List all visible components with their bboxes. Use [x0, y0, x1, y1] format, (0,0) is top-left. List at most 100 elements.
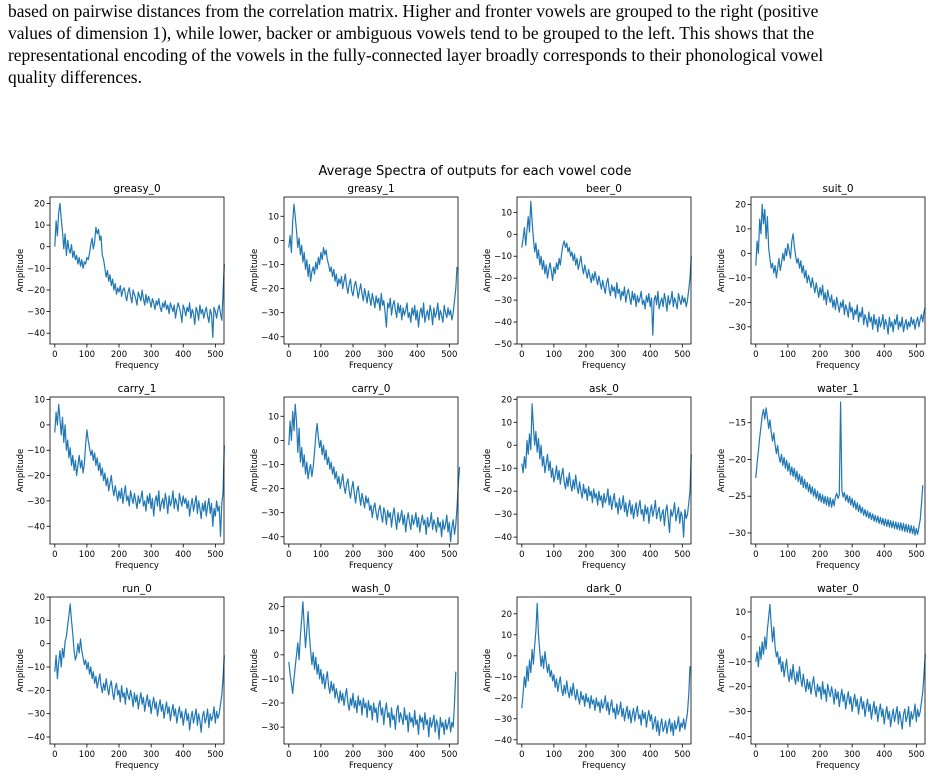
- x-tick-label: 0: [52, 550, 57, 560]
- x-axis-label: Frequency: [816, 361, 860, 371]
- subplot-greasy_0: greasy_0 0 100 200 300 400 500 −40 −30 −20 −10 0 10 2…: [16, 183, 225, 371]
- spectrum-line: [755, 603, 926, 730]
- x-axis-label: Frequency: [582, 761, 626, 771]
- y-tick-label: −10: [27, 663, 45, 673]
- y-tick-label: 0: [40, 243, 45, 253]
- subplot-title: greasy_0: [113, 183, 160, 195]
- y-tick-label: −30: [494, 296, 512, 306]
- paper-text-line-1: based on pairwise distances from the cor…: [8, 1, 819, 21]
- subplot-title: beer_0: [586, 183, 622, 195]
- x-tick-label: 400: [642, 750, 658, 760]
- x-tick-label: 0: [52, 350, 57, 360]
- subplot-water_0: water_0 0 100 200 300 400 500 −40 −30 −20 −10 0 10 Fr…: [717, 583, 926, 771]
- y-tick-label: −30: [27, 497, 45, 507]
- y-tick-label: 10: [268, 412, 279, 422]
- y-tick-label: −40: [728, 733, 746, 743]
- y-tick-label: −20: [494, 694, 512, 704]
- figure-title: Average Spectra of outputs for each vowe…: [318, 164, 631, 179]
- subplot-title: carry_0: [352, 383, 391, 395]
- spectrum-line: [54, 404, 225, 537]
- x-tick-label: 100: [313, 350, 329, 360]
- y-tick-label: −10: [728, 658, 746, 668]
- x-tick-label: 0: [286, 550, 291, 560]
- x-tick-label: 200: [578, 550, 594, 560]
- y-tick-label: −20: [494, 487, 512, 497]
- axes-frame: [516, 596, 692, 745]
- x-tick-label: 300: [143, 550, 159, 560]
- subplot-title: water_1: [817, 383, 859, 395]
- subplot-title: wash_0: [351, 583, 390, 595]
- y-axis-label: Amplitude: [250, 449, 260, 493]
- x-tick-label: 300: [844, 750, 860, 760]
- paper-body-text: based on pairwise distances from the cor…: [8, 0, 943, 88]
- y-tick-label: 10: [501, 631, 512, 641]
- spectrum-line: [54, 603, 225, 733]
- y-axis-label: Amplitude: [16, 649, 26, 693]
- y-tick-label: 0: [507, 652, 512, 662]
- x-tick-label: 200: [578, 350, 594, 360]
- spectrum-line: [755, 401, 924, 536]
- x-tick-label: 300: [377, 550, 393, 560]
- y-tick-label: −30: [261, 309, 279, 319]
- y-tick-label: −20: [494, 274, 512, 284]
- x-axis-label: Frequency: [349, 761, 393, 771]
- x-tick-label: 200: [345, 550, 361, 560]
- x-tick-label: 200: [812, 550, 828, 560]
- x-tick-label: 500: [908, 750, 924, 760]
- y-tick-label: −30: [261, 509, 279, 519]
- x-axis-label: Frequency: [349, 561, 393, 571]
- x-tick-label: 100: [780, 750, 796, 760]
- y-tick-label: −20: [261, 699, 279, 709]
- subplot-title: dark_0: [586, 583, 621, 595]
- y-tick-label: 0: [40, 640, 45, 650]
- y-tick-label: −30: [27, 710, 45, 720]
- subplot-title: greasy_1: [347, 183, 394, 195]
- y-tick-label: −20: [261, 285, 279, 295]
- y-tick-label: 0: [507, 441, 512, 451]
- x-tick-label: 300: [610, 750, 626, 760]
- y-tick-label: −20: [728, 455, 746, 465]
- x-tick-label: 500: [207, 550, 223, 560]
- x-tick-label: 500: [674, 750, 690, 760]
- y-tick-label: −30: [728, 323, 746, 333]
- x-tick-label: 500: [207, 350, 223, 360]
- y-tick-label: −20: [261, 485, 279, 495]
- y-tick-label: −30: [728, 529, 746, 539]
- axes-frame: [750, 196, 926, 345]
- y-tick-label: −10: [27, 446, 45, 456]
- axes-frame: [516, 196, 692, 345]
- axes-frame: [750, 396, 926, 545]
- x-tick-label: 200: [111, 750, 127, 760]
- y-tick-label: −20: [27, 472, 45, 482]
- x-tick-label: 0: [753, 550, 758, 560]
- x-tick-label: 500: [441, 550, 457, 560]
- x-axis-label: Frequency: [115, 761, 159, 771]
- y-tick-label: 10: [735, 225, 746, 235]
- y-tick-label: 20: [34, 199, 45, 209]
- x-tick-label: 500: [207, 750, 223, 760]
- y-tick-label: 10: [268, 627, 279, 637]
- axes-frame: [49, 396, 225, 545]
- y-tick-label: 20: [735, 200, 746, 210]
- y-tick-label: 10: [34, 396, 45, 406]
- y-tick-label: 10: [501, 208, 512, 218]
- x-tick-label: 500: [441, 750, 457, 760]
- axes-frame: [49, 196, 225, 345]
- x-tick-label: 300: [143, 750, 159, 760]
- x-tick-label: 300: [377, 750, 393, 760]
- y-tick-label: −20: [27, 686, 45, 696]
- x-tick-label: 400: [175, 550, 191, 560]
- subplot-beer_0: beer_0 0 100 200 300 400 500 −50 −40 −30 −20 −10 0 10…: [483, 183, 692, 371]
- x-tick-label: 400: [175, 750, 191, 760]
- y-axis-label: Amplitude: [717, 649, 727, 693]
- y-tick-label: −20: [728, 683, 746, 693]
- y-axis-label: Amplitude: [717, 449, 727, 493]
- subplot-suit_0: suit_0 0 100 200 300 400 500 −30 −20 −10 0 10 20 Freq…: [717, 183, 926, 371]
- x-tick-label: 400: [409, 550, 425, 560]
- y-tick-label: −40: [27, 329, 45, 339]
- y-tick-label: −30: [27, 308, 45, 318]
- y-tick-label: 10: [268, 212, 279, 222]
- y-tick-label: 0: [741, 249, 746, 259]
- spectrum-line: [521, 602, 691, 737]
- x-tick-label: 100: [79, 550, 95, 560]
